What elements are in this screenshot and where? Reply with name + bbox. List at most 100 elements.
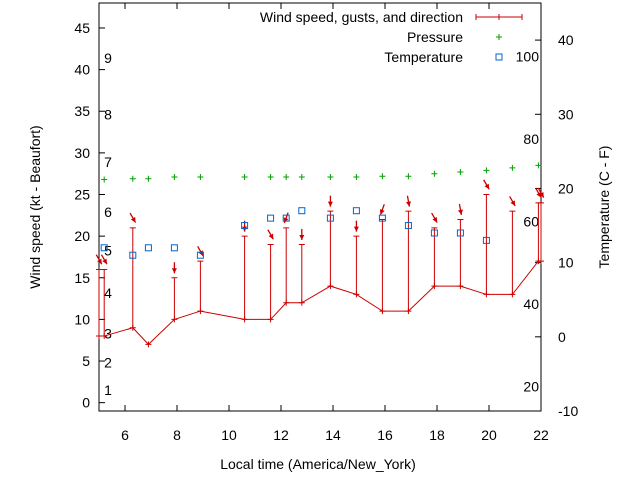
pressure-point (431, 170, 438, 177)
pressure-point (379, 173, 386, 180)
x-tick-label: 6 (121, 427, 129, 443)
wind-speed-point (145, 341, 152, 348)
temperature-point (298, 207, 306, 215)
beaufort-label: 2 (104, 355, 112, 371)
x-tick-label: 10 (221, 427, 237, 443)
wind-direction-arrowhead (484, 183, 490, 190)
beaufort-label: 3 (104, 326, 112, 342)
temperature-point (430, 229, 438, 237)
wind-direction-arrowhead (102, 258, 107, 265)
y-tick-label: 45 (74, 20, 90, 36)
temperature-point (352, 207, 360, 215)
temperature-point (282, 214, 290, 222)
x-tick-label: 20 (481, 427, 497, 443)
wind-gust-bar (241, 235, 248, 320)
y-tick-label: 5 (82, 353, 90, 369)
pressure-point (197, 174, 204, 181)
legend-label: Temperature (384, 49, 463, 65)
x-tick-label: 8 (173, 427, 181, 443)
legend: Wind speed, gusts, and direction Pressure… (260, 9, 523, 65)
fahrenheit-label: 20 (523, 378, 539, 394)
y2-tick-label: 40 (558, 32, 574, 48)
wind-gust-bar (457, 218, 464, 287)
wind-direction-arrowhead (130, 216, 136, 223)
fahrenheit-label: 100 (516, 49, 540, 65)
pressure-point (405, 173, 412, 180)
wind-direction-arrowhead (406, 201, 411, 207)
x-axis-title: Local time (America/New_York) (220, 456, 416, 472)
temperature-point (378, 214, 386, 222)
wind-gust-bar (405, 210, 412, 312)
beaufort-label: 7 (104, 154, 112, 170)
temperature-point (100, 244, 108, 252)
y-tick-label: 40 (74, 62, 90, 78)
temperature-point (170, 244, 178, 252)
temperature-point (267, 214, 275, 222)
pressure-point (457, 169, 464, 176)
beaufort-label: 8 (104, 107, 112, 123)
y-tick-label: 35 (74, 103, 90, 119)
wind-direction-arrowhead (458, 209, 463, 215)
y-axis-title-left: Wind speed (kt - Beaufort) (27, 125, 43, 288)
legend-temperature-swatch (495, 53, 503, 61)
y2-tick-label: -10 (558, 403, 578, 419)
wind-gust-bar (379, 218, 386, 312)
wind-direction-arrowhead (379, 209, 385, 215)
fahrenheit-label: 60 (523, 213, 539, 229)
axis-ticks (99, 3, 542, 412)
pressure-point (171, 174, 178, 181)
temperature-point (196, 251, 204, 259)
temperature-point (456, 229, 464, 237)
pressure-point (241, 174, 248, 181)
wind-gust-bar (353, 235, 360, 295)
temperature-point (482, 236, 490, 244)
temperature-point (404, 222, 412, 230)
legend-label: Wind speed, gusts, and direction (260, 9, 463, 25)
beaufort-label: 5 (104, 242, 112, 258)
temperature-point (129, 251, 137, 259)
y2-tick-label: 30 (558, 106, 574, 122)
wind-direction-arrowhead (539, 192, 544, 198)
wind-direction-arrowhead (536, 192, 542, 198)
fahrenheit-label: 40 (523, 296, 539, 312)
wind-direction-arrowhead (327, 201, 333, 207)
legend-label: Pressure (407, 29, 463, 45)
wind-direction-arrowhead (299, 234, 305, 240)
pressure-point (353, 174, 360, 181)
y-tick-label: 30 (74, 145, 90, 161)
wind-gust-bar (197, 260, 204, 312)
pressure-point (327, 174, 334, 181)
beaufort-label: 9 (104, 50, 112, 66)
pressure-point (298, 174, 305, 181)
wind-gust-bar (171, 277, 178, 320)
pressure-point (129, 175, 136, 182)
pressure-point (483, 167, 490, 174)
plot-frame (98, 2, 542, 412)
temperature-point (241, 222, 249, 230)
wind-gust-bar (101, 268, 108, 337)
beaufort-label: 1 (104, 382, 112, 398)
y2-tick-label: 20 (558, 180, 574, 196)
temperature-point (326, 214, 334, 222)
wind-direction-arrowhead (242, 226, 248, 232)
wind-direction-arrowhead (198, 250, 204, 256)
x-tick-label: 22 (533, 427, 549, 443)
pressure-point (283, 174, 290, 181)
wind-gust-bar (327, 210, 334, 287)
pressure-series (101, 162, 542, 183)
pressure-point (509, 164, 516, 171)
wind-gust-bar (483, 194, 490, 295)
wind-speed-line (99, 260, 541, 346)
y-tick-label: 25 (74, 187, 90, 203)
pressure-point (145, 175, 152, 182)
x-tick-label: 18 (429, 427, 445, 443)
pressure-point (267, 174, 274, 181)
x-tick-label: 14 (325, 427, 341, 443)
wind-direction-arrowhead (510, 200, 516, 206)
x-tick-label: 16 (377, 427, 393, 443)
wind-direction-arrowhead (171, 268, 177, 274)
y-tick-label: 20 (74, 228, 90, 244)
wind-gust-bar (509, 210, 516, 295)
